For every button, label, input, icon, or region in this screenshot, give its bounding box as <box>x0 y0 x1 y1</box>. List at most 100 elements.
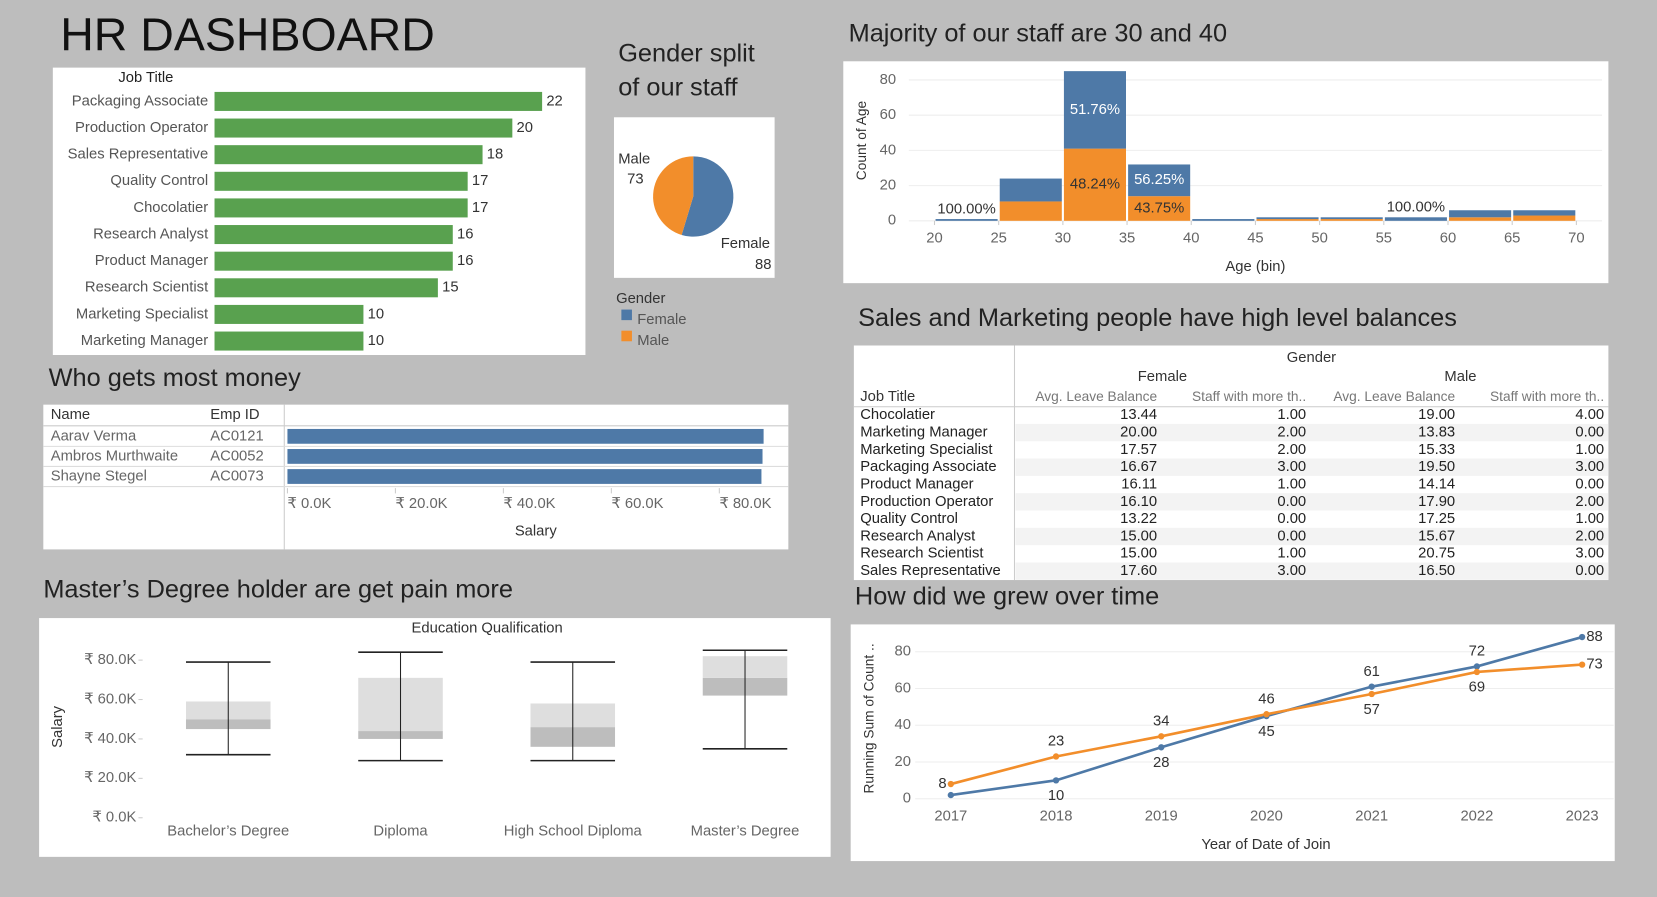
cell: Chocolatier <box>860 407 935 423</box>
chart-title: Gender split <box>618 40 755 68</box>
slice-label: Male <box>618 151 650 167</box>
y-tick-label: ₹ 60.0K <box>84 691 136 707</box>
cell: 1.00 <box>1575 511 1604 527</box>
chart-title: How did we grew over time <box>855 583 1159 611</box>
x-tick-label: ₹ 20.0K <box>395 496 447 512</box>
row-band <box>1015 493 1609 511</box>
cell: 16.10 <box>1120 494 1157 510</box>
cell: 15.00 <box>1120 546 1157 562</box>
category-label: Product Manager <box>95 253 208 269</box>
column-header: Avg. Leave Balance <box>1333 389 1455 404</box>
y-tick-label: ₹ 0.0K <box>92 810 136 826</box>
cell: 16.50 <box>1418 563 1455 579</box>
axis-title: Salary <box>515 523 558 539</box>
x-tick-label: 2019 <box>1145 809 1178 825</box>
bar <box>287 449 763 464</box>
value-label: 17 <box>472 173 488 189</box>
y-tick-label: 60 <box>894 680 910 696</box>
chart-title: Master’s Degree holder are get pain more <box>43 575 513 603</box>
bar-segment <box>999 201 1062 221</box>
y-tick-label: 20 <box>880 178 896 194</box>
bar <box>214 304 364 324</box>
legend-label: Female <box>637 312 686 328</box>
cell: 2.00 <box>1575 528 1604 544</box>
bar-segment <box>1063 71 1126 149</box>
x-tick-label: 20 <box>926 231 942 247</box>
cell: Product Manager <box>860 476 973 492</box>
cell: Shayne Stegel <box>51 468 147 484</box>
value-label: 23 <box>1048 734 1064 750</box>
axis-title: Count of Age <box>854 100 869 180</box>
bar <box>214 278 438 298</box>
bar-segment <box>1320 217 1383 220</box>
x-tick-label: 70 <box>1568 231 1584 247</box>
value-label: 10 <box>368 306 384 322</box>
bar <box>214 331 364 351</box>
x-tick-label: 40 <box>1183 231 1199 247</box>
y-tick-label: 40 <box>880 142 896 158</box>
share-label: 48.24% <box>1070 177 1120 193</box>
point <box>1578 633 1586 641</box>
value-label: 17 <box>472 200 488 216</box>
bar <box>214 145 483 165</box>
value-label: 10 <box>1048 788 1064 804</box>
cell: Research Analyst <box>860 528 975 544</box>
bar <box>287 428 764 444</box>
point <box>1368 683 1375 690</box>
value-label: 22 <box>546 93 562 109</box>
point <box>1473 663 1481 670</box>
value-label: 15 <box>442 280 458 296</box>
y-tick-label: ₹ 40.0K <box>84 731 136 747</box>
bar-segment <box>999 178 1062 202</box>
bar-segment <box>1192 219 1255 221</box>
x-tick-label: 2022 <box>1460 809 1493 825</box>
axis-title: Education Qualification <box>412 621 563 637</box>
axis-title: Age (bin) <box>1225 259 1285 275</box>
value-label: 61 <box>1363 664 1379 680</box>
cell: AC0073 <box>210 468 263 484</box>
x-tick-label: ₹ 60.0K <box>611 496 663 512</box>
cell: 13.44 <box>1120 407 1157 423</box>
x-tick-label: High School Diploma <box>504 823 643 839</box>
point <box>1263 711 1270 718</box>
category-label: Research Analyst <box>93 226 208 242</box>
cell: 19.00 <box>1418 407 1455 423</box>
cell: 0.00 <box>1575 476 1604 492</box>
bar-segment <box>1063 148 1126 221</box>
cell: 17.57 <box>1120 442 1157 458</box>
cell: 3.00 <box>1575 459 1604 475</box>
category-label: Quality Control <box>110 173 208 189</box>
category-label: Production Operator <box>75 120 208 136</box>
cell: 0.00 <box>1575 563 1604 579</box>
cell: Research Scientist <box>860 546 983 562</box>
row-band <box>1015 423 1609 442</box>
bar-segment <box>1128 196 1191 221</box>
point <box>947 780 955 788</box>
x-tick-label: 2023 <box>1566 809 1599 825</box>
cell: 4.00 <box>1575 407 1604 423</box>
axis-title: Year of Date of Join <box>1201 837 1330 853</box>
cell: 1.00 <box>1575 442 1604 458</box>
cell: AC0121 <box>210 428 263 444</box>
cell: AC0052 <box>210 448 263 464</box>
chart-title: Sales and Marketing people have high lev… <box>858 304 1457 332</box>
row-band <box>1015 562 1609 580</box>
dashboard-title: HR DASHBOARD <box>60 8 435 60</box>
point <box>1052 753 1060 760</box>
x-tick-label: ₹ 0.0K <box>287 496 331 512</box>
x-tick-label: 55 <box>1376 231 1392 247</box>
bar <box>214 91 543 111</box>
y-tick-label: 60 <box>880 107 896 123</box>
share-label: 100.00% <box>1387 200 1445 216</box>
cell: 2.00 <box>1277 442 1306 458</box>
slice-value: 88 <box>755 257 771 273</box>
slice-value: 73 <box>627 172 643 188</box>
value-label: 20 <box>517 120 533 136</box>
bar <box>214 225 453 245</box>
y-tick-label: ₹ 80.0K <box>84 652 136 668</box>
point <box>1052 777 1060 784</box>
bar-segment <box>1128 164 1191 197</box>
legend-swatch <box>621 330 632 342</box>
cell: 14.14 <box>1418 476 1455 492</box>
